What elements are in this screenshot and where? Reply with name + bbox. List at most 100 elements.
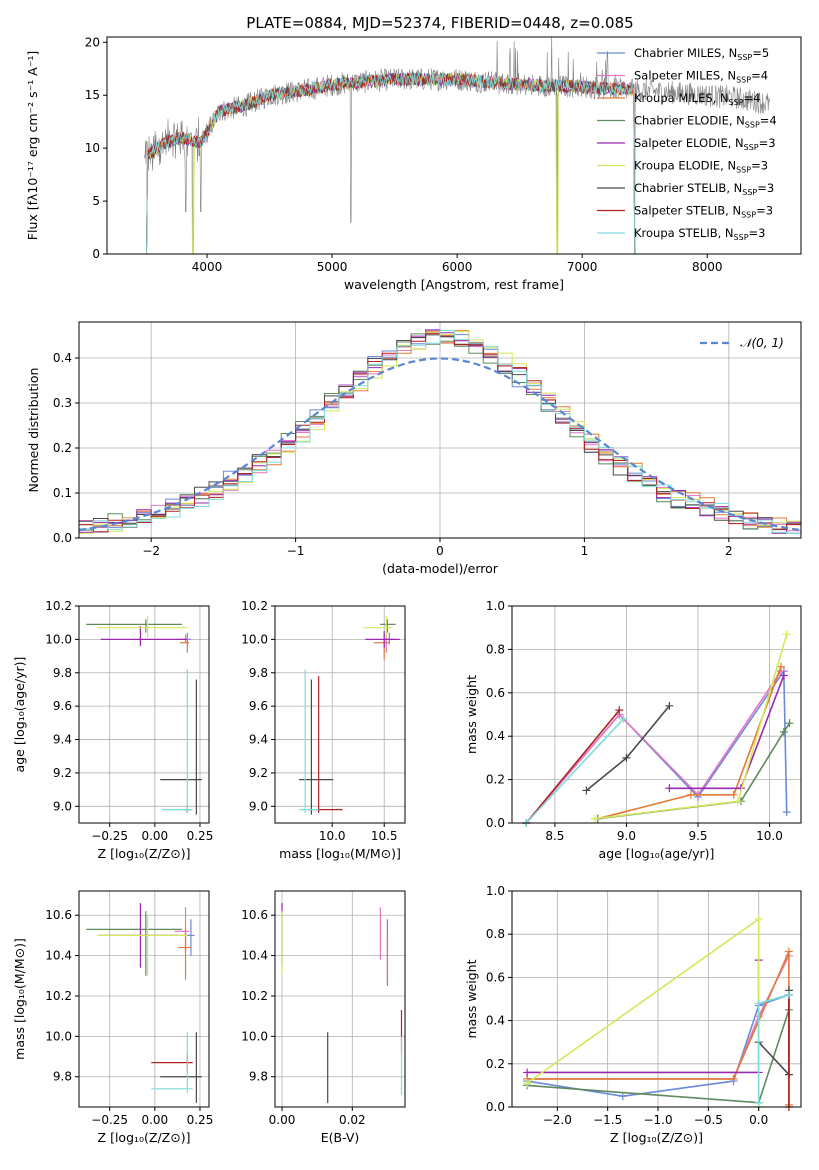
- y-tick-label: 9.4: [249, 733, 268, 747]
- weight-point-kroupa_miles: [776, 662, 785, 671]
- residuals-axes: −2 −1 0 1 2 0.0 0.1 0.2 0.3 0.4 (data-model)/error…: [26, 321, 802, 576]
- y-tick-label: 10.2: [45, 599, 72, 613]
- y-tick-label: 0.2: [53, 441, 72, 455]
- y-tick-label: 9.8: [53, 666, 72, 680]
- y-tick-label: 9.6: [53, 699, 72, 713]
- x-axis-label: mass [log₁₀(M/M⊙)]: [279, 846, 401, 861]
- y-axis-label: Normed distribution: [26, 368, 41, 493]
- x-tick-label: −1: [287, 544, 305, 558]
- x-tick-label: 8000: [692, 260, 723, 274]
- weight-point-kroupa_elodie: [782, 630, 791, 639]
- weight-point-salpeter_elodie: [523, 1068, 532, 1077]
- x-tick-label: 0: [436, 544, 444, 558]
- y-tick-label: 0.0: [486, 1100, 505, 1114]
- plot-frame: [511, 605, 802, 824]
- legend-entry: Kroupa MILES, NSSP=4: [634, 91, 760, 107]
- x-tick-label: −2.0: [543, 1113, 572, 1127]
- x-tick-label: −2: [142, 544, 160, 558]
- legend-entry: Salpeter MILES, NSSP=4: [634, 69, 768, 85]
- weight-line-salpeter_miles: [525, 670, 782, 824]
- x-tick-label: 10.5: [371, 829, 398, 843]
- weight-point-kroupa_elodie: [754, 915, 763, 924]
- model-spectrum-kroupa_stelib: [144, 72, 636, 254]
- age_vs_Z-axes: −0.25 0.00 0.25 9.0 9.2 9.4 9.6 9.8 10.0 10.2 Z [l…: [12, 599, 213, 861]
- age_vs_Z-marks: [86, 616, 202, 815]
- weight_vs_Z-axes: −2.0 −1.5 −1.0 −0.5 0.0 0.0 0.2 0.4 0.6 0.8 1.0 Z […: [464, 884, 802, 1145]
- legend-entry: Kroupa STELIB, NSSP=3: [634, 226, 765, 242]
- weight-point-kroupa_elodie: [734, 797, 743, 806]
- legend-entry: Chabrier STELIB, NSSP=3: [634, 181, 774, 197]
- y-tick-label: 9.8: [249, 1070, 268, 1084]
- weight-point-salpeter_elodie: [779, 671, 788, 680]
- x-tick-label: 0.00: [141, 829, 168, 843]
- y-tick-label: 1.0: [486, 884, 505, 898]
- x-axis-label: (data-model)/error: [382, 561, 499, 576]
- x-tick-label: 8.5: [545, 829, 564, 843]
- legend-entry: 𝒩(0, 1): [740, 336, 784, 350]
- age_vs_mass-axes: 10.0 10.5 9.0 9.2 9.4 9.6 9.8 10.0 10.2 mass [log…: [241, 599, 406, 861]
- y-tick-label: 0.6: [486, 686, 505, 700]
- y-tick-label: 9.4: [53, 733, 72, 747]
- y-tick-label: 0.0: [53, 531, 72, 545]
- weight-point-chabrier_stelib: [665, 701, 674, 710]
- spectrum-legend: Chabrier MILES, NSSP=5 Salpeter MILES, NS…: [597, 46, 777, 242]
- weight-point-kroupa_elodie: [523, 1079, 532, 1088]
- x-tick-label: −0.25: [91, 829, 128, 843]
- x-tick-label: −0.5: [694, 1113, 723, 1127]
- weight-point-kroupa_miles: [729, 790, 738, 799]
- y-tick-label: 10.0: [45, 632, 72, 646]
- x-axis-label: Z [log₁₀(Z/Z⊙)]: [610, 1130, 703, 1145]
- plot-frame: [106, 36, 802, 255]
- mass_vs_Z-axes: −0.25 0.00 0.25 9.8 10.0 10.2 10.4 10.6 Z [log₁₀…: [12, 890, 214, 1145]
- spectrum-panel: 4000 5000 6000 7000 8000 0 5 10 15 20 wavelength […: [25, 35, 802, 292]
- x-tick-label: 1: [581, 544, 589, 558]
- x-tick-label: −1.5: [593, 1113, 622, 1127]
- x-tick-label: 6000: [442, 260, 473, 274]
- x-axis-label: Z [log₁₀(Z/Z⊙)]: [98, 1130, 191, 1145]
- mass_vs_Z-marks: [86, 903, 202, 1103]
- weight_vs_age-axes: 8.5 9.0 9.5 10.0 0.0 0.2 0.4 0.6 0.8 1.0 age [log₁…: [464, 599, 802, 861]
- figure-title: PLATE=0884, MJD=52374, FIBERID=0448, z=0…: [246, 14, 633, 32]
- x-axis-label: E(B-V): [321, 1130, 360, 1145]
- weight-point-salpeter_elodie: [665, 784, 674, 793]
- x-tick-label: 10.0: [319, 829, 346, 843]
- plot-frame: [78, 605, 210, 824]
- age_vs_mass-marks: [298, 616, 400, 815]
- weight-point-kroupa_stelib: [754, 1098, 763, 1107]
- y-axis-label: mass weight: [464, 675, 479, 754]
- y-tick-label: 9.6: [249, 699, 268, 713]
- x-tick-label: 0.0: [749, 1113, 768, 1127]
- y-axis-label: age [log₁₀(age/yr)]: [12, 657, 27, 773]
- weight-point-chabrier_miles: [618, 1092, 627, 1101]
- x-tick-label: 2: [725, 544, 733, 558]
- weight-point-kroupa_stelib: [784, 990, 793, 999]
- normal-curve: [78, 357, 802, 532]
- weight-point-salpeter_stelib: [615, 706, 624, 715]
- x-tick-label: 0.25: [187, 829, 214, 843]
- y-tick-label: 10.4: [241, 949, 268, 963]
- weight-line-salpeter_stelib: [525, 709, 620, 824]
- y-tick-label: 10.6: [241, 908, 268, 922]
- legend-entry: Chabrier ELODIE, NSSP=4: [634, 114, 777, 130]
- plot-frame: [274, 605, 406, 824]
- y-axis-label: mass weight: [464, 959, 479, 1038]
- y-tick-label: 0.8: [486, 927, 505, 941]
- legend-entry: Salpeter ELODIE, NSSP=3: [634, 136, 776, 152]
- y-tick-label: 10.2: [241, 989, 268, 1003]
- legend-entry: Salpeter STELIB, NSSP=3: [634, 204, 773, 220]
- weight-point-kroupa_miles: [686, 790, 695, 799]
- y-tick-label: 0.2: [486, 1057, 505, 1071]
- mass_vs_ebv-axes: 0.00 0.02 9.8 10.0 10.2 10.4 10.6 E(B-V): [241, 890, 406, 1145]
- x-tick-label: 0.25: [187, 1113, 214, 1127]
- y-tick-label: 0.1: [53, 486, 72, 500]
- y-tick-label: 15: [85, 88, 100, 102]
- spectrum-lines: [144, 37, 770, 254]
- x-tick-label: 0.02: [339, 1113, 366, 1127]
- plot-frame: [78, 890, 210, 1108]
- y-tick-label: 0.3: [53, 396, 72, 410]
- y-tick-label: 10.0: [45, 1029, 72, 1043]
- x-tick-label: −0.25: [91, 1113, 128, 1127]
- weight-point-kroupa_elodie: [590, 814, 599, 823]
- x-tick-label: −1.0: [643, 1113, 672, 1127]
